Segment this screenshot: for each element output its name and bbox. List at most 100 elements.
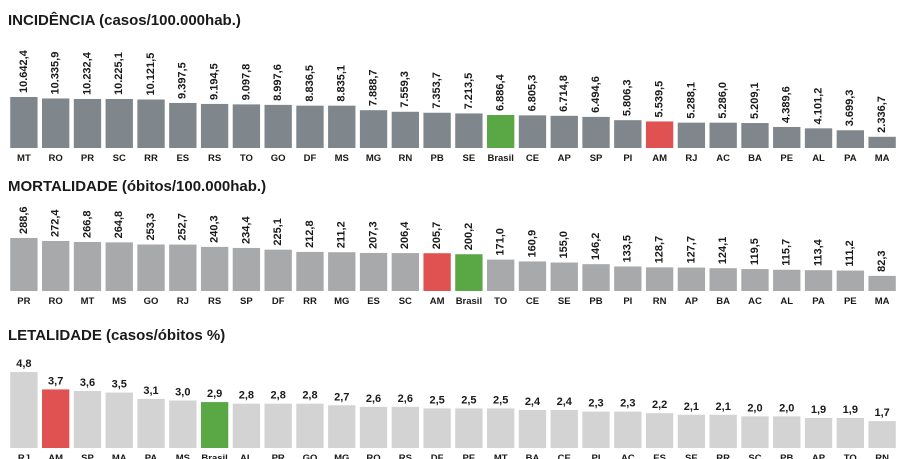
category-label: AL <box>812 153 825 164</box>
value-label: 2,8 <box>302 390 317 402</box>
bar <box>455 408 483 448</box>
category-label: BA <box>748 153 762 164</box>
category-label: AC <box>621 453 635 459</box>
category-label: TO <box>494 296 507 307</box>
value-label: 5.806,3 <box>622 79 634 116</box>
category-label: RO <box>366 453 380 459</box>
category-label: MA <box>875 153 890 164</box>
category-label: AP <box>685 296 699 307</box>
category-label: SE <box>685 453 698 459</box>
value-label: 5.209,1 <box>749 82 761 119</box>
bar <box>677 414 706 448</box>
bar <box>73 242 102 291</box>
category-label: PB <box>589 296 602 307</box>
category-label: DF <box>431 453 444 459</box>
bar <box>518 410 547 448</box>
category-label: ES <box>653 453 666 459</box>
value-label: 10.232,4 <box>81 51 93 95</box>
category-label: SC <box>113 153 126 164</box>
value-label: 2,1 <box>716 401 731 413</box>
bar <box>614 266 642 291</box>
value-label: 2.336,7 <box>876 96 888 133</box>
category-label: PB <box>431 153 444 164</box>
bar <box>804 270 833 291</box>
category-label: PR <box>17 296 30 307</box>
category-label: RS <box>208 296 221 307</box>
category-label: MA <box>875 296 890 307</box>
bar <box>868 275 896 291</box>
bar <box>137 244 165 291</box>
category-label: AL <box>780 296 793 307</box>
bar <box>296 251 324 291</box>
bar <box>645 121 674 148</box>
bar <box>137 398 165 448</box>
bar <box>232 403 261 448</box>
bar <box>105 392 133 448</box>
value-label: 128,7 <box>654 236 666 264</box>
chart-title: INCIDÊNCIA (casos/100.000hab.) <box>8 11 241 29</box>
bar <box>677 122 706 148</box>
bar <box>169 244 197 291</box>
value-label: 4,8 <box>16 358 31 370</box>
category-label: TO <box>844 453 857 459</box>
bar <box>296 403 324 448</box>
value-label: 10.121,5 <box>145 53 157 96</box>
category-label: PA <box>145 453 158 459</box>
value-label: 3.699,3 <box>844 90 856 127</box>
value-label: 2,0 <box>779 402 794 414</box>
bar <box>709 268 737 291</box>
value-label: 8.836,5 <box>304 65 316 102</box>
category-label: BA <box>526 453 540 459</box>
value-label: 212,8 <box>304 220 316 248</box>
value-label: 111,2 <box>844 240 856 266</box>
bar <box>169 102 197 148</box>
category-label: SP <box>81 453 94 459</box>
value-label: 5.286,0 <box>717 82 729 119</box>
bar <box>10 372 38 448</box>
value-label: 2,3 <box>588 398 603 410</box>
value-label: 9.097,8 <box>240 64 252 101</box>
value-label: 1,7 <box>874 407 889 419</box>
bar <box>169 400 197 448</box>
value-label: 6.714,8 <box>558 75 570 112</box>
bar <box>10 97 38 148</box>
value-label: 2,5 <box>493 394 508 406</box>
value-label: 225,1 <box>272 218 284 246</box>
category-label: PR <box>81 153 94 164</box>
category-label: RN <box>398 153 412 164</box>
bar <box>232 247 261 291</box>
bar <box>645 413 674 448</box>
value-label: 2,6 <box>366 393 381 405</box>
bar <box>73 98 102 148</box>
category-label: ES <box>176 153 189 164</box>
value-label: 124,1 <box>717 237 729 265</box>
bar <box>677 267 706 291</box>
category-label: SP <box>590 153 603 164</box>
category-label: RS <box>399 453 412 459</box>
bar <box>328 105 356 148</box>
bar <box>582 116 610 148</box>
bar <box>42 389 70 448</box>
bar <box>10 238 38 291</box>
category-label: PE <box>463 453 476 459</box>
value-label: 2,6 <box>398 393 413 405</box>
category-label: CE <box>526 296 539 307</box>
bar <box>804 128 833 148</box>
value-label: 7.353,7 <box>431 72 443 109</box>
value-label: 2,4 <box>557 396 573 408</box>
bar <box>868 421 896 448</box>
value-label: 2,8 <box>271 390 286 402</box>
category-label: GO <box>144 296 159 307</box>
category-label: RN <box>653 296 667 307</box>
value-label: 1,9 <box>811 404 826 416</box>
bar <box>709 122 737 148</box>
value-label: 266,8 <box>81 210 93 238</box>
bar <box>836 417 864 448</box>
value-label: 6.886,4 <box>495 73 507 111</box>
category-label: AP <box>812 453 826 459</box>
bar <box>455 113 483 148</box>
value-label: 234,4 <box>240 216 252 244</box>
category-label: SE <box>558 296 571 307</box>
value-label: 10.335,9 <box>50 52 62 95</box>
